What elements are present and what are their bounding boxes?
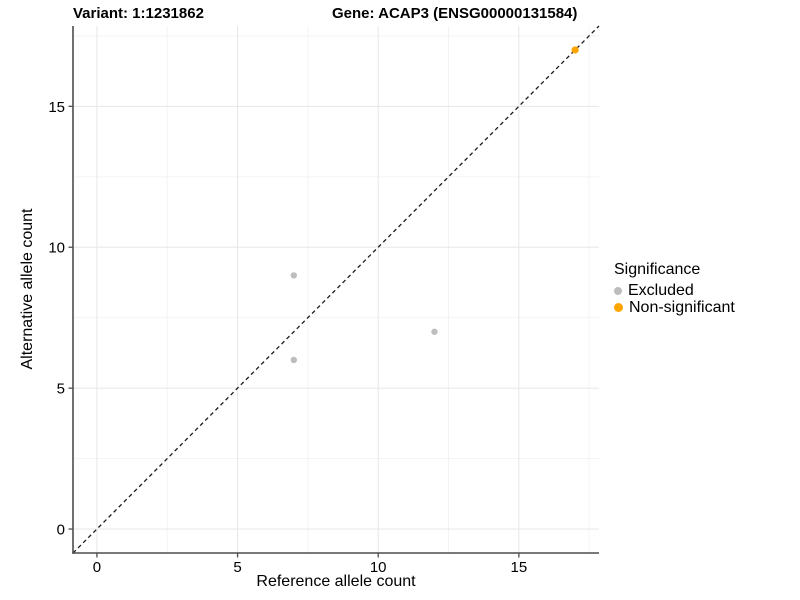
plot-title-gene: Gene: ACAP3 (ENSG00000131584) [332,5,578,22]
y-tick-label: 10 [48,240,65,257]
legend-title: Significance [614,261,701,278]
data-point-excluded [290,356,298,364]
legend-item-label: Non-significant [629,298,735,316]
excluded-dot-icon [614,286,622,295]
legend-item-excluded: Excluded [614,282,735,299]
data-point-excluded [290,272,298,279]
identity-reference-line [72,25,600,554]
y-axis-label: Alternative allele count [19,208,36,370]
non-significant-dot-icon [614,303,623,312]
data-point-excluded [431,328,438,335]
legend: Significance Excluded Non-significant [614,261,735,316]
x-tick-label: 5 [233,559,241,576]
x-tick-label: 15 [510,559,527,576]
data-point-non-significant [571,46,579,54]
legend-item-non-significant: Non-significant [614,299,735,316]
plot-title-variant: Variant: 1:1231862 [73,5,204,22]
legend-item-label: Excluded [628,281,694,299]
x-axis-label: Reference allele count [256,573,416,590]
x-tick-label: 10 [370,559,387,576]
x-tick-label: 0 [93,559,101,576]
y-tick-label: 5 [57,381,65,398]
y-tick-label: 0 [57,522,65,539]
y-tick-label: 15 [48,99,65,116]
